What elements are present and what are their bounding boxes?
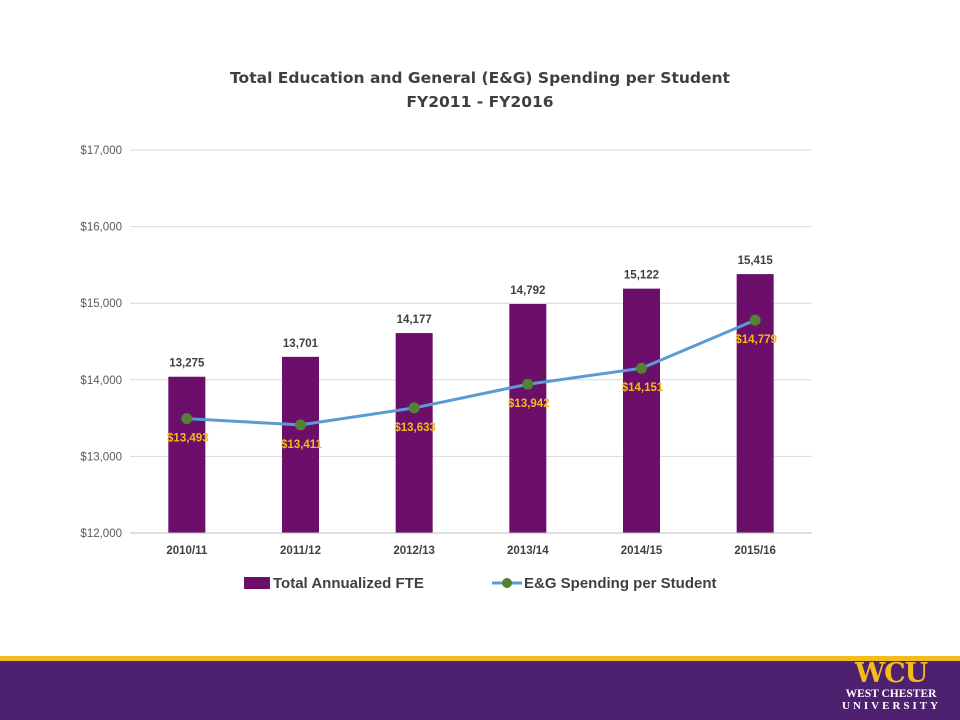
x-tick-label: 2013/14 [507, 545, 549, 557]
line-value-label: $13,493 [167, 433, 209, 445]
line-value-label: $14,779 [735, 334, 777, 346]
bar [282, 356, 319, 533]
bar-value-label: 13,701 [283, 338, 319, 350]
bar-value-label: 15,122 [624, 270, 659, 282]
line-point [749, 314, 761, 326]
y-tick-label: $17,000 [80, 145, 122, 157]
bar-series [168, 274, 774, 533]
bar-value-label: 13,275 [169, 358, 205, 370]
y-tick-label: $13,000 [80, 451, 122, 463]
y-tick-label: $15,000 [80, 298, 122, 310]
logo-west-chester: WEST CHESTER [845, 688, 937, 700]
bar-value-label: 14,177 [397, 314, 432, 326]
y-tick-label: $12,000 [80, 528, 122, 540]
legend-swatch-fte [244, 577, 270, 589]
chart: Total Education and General (E&G) Spendi… [80, 69, 812, 592]
chart-title: Total Education and General (E&G) Spendi… [230, 69, 731, 87]
footer-gold-stripe [0, 656, 960, 661]
bar [509, 303, 547, 533]
line-value-label: $14,151 [622, 382, 664, 394]
line-point [522, 378, 534, 390]
bar-value-label: 14,792 [510, 285, 545, 297]
chart-subtitle: FY2011 - FY2016 [406, 93, 553, 111]
line-value-label: $13,633 [394, 422, 436, 434]
line-point [408, 402, 420, 414]
gridlines [130, 149, 812, 534]
y-tick-label: $16,000 [80, 222, 122, 234]
line-value-label: $13,942 [508, 398, 550, 410]
line-series [181, 314, 761, 431]
logo-wcu-text: WCU [854, 658, 928, 689]
x-tick-label: 2010/11 [166, 545, 208, 557]
legend-marker-line [502, 578, 512, 588]
x-tick-label: 2014/15 [621, 545, 663, 557]
x-tick-label: 2015/16 [734, 545, 776, 557]
bar-value-label: 15,415 [738, 255, 774, 267]
line-point [181, 413, 193, 425]
legend-label-spending: E&G Spending per Student [524, 575, 717, 592]
logo-university: UNIVERSITY [842, 700, 942, 712]
bar [168, 376, 206, 533]
line-point [295, 419, 306, 431]
bar [736, 274, 774, 533]
y-tick-label: $14,000 [80, 375, 122, 387]
bar [623, 288, 660, 533]
x-tick-label: 2012/13 [393, 545, 435, 557]
wcu-logo: WCU WEST CHESTER UNIVERSITY [842, 660, 940, 720]
legend-label-fte: Total Annualized FTE [273, 575, 424, 592]
data-labels: 13,275 13,701 14,177 14,792 15,122 15,415 $13,… [167, 255, 777, 451]
footer-band [0, 661, 960, 720]
legend: Total Annualized FTE E&G Spending per St… [244, 575, 717, 592]
bar [395, 333, 433, 533]
axes: $12,000 $13,000 $14,000 $15,000 $16,000 $17,0… [80, 145, 812, 557]
line-value-label: $13,411 [281, 439, 323, 451]
line-point [636, 362, 647, 374]
line-path [186, 318, 756, 427]
x-tick-label: 2011/12 [280, 545, 321, 557]
